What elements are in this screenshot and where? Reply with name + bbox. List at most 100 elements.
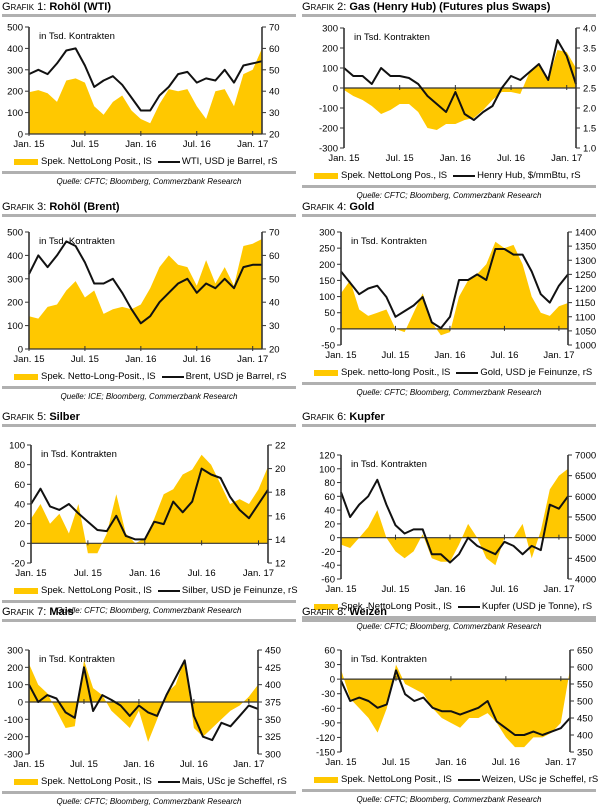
chart-panel-7: Grafik 7: Mais -300 -200 -100 0 100 200 300 300 325… <box>0 605 300 806</box>
left-tick-label: 300 <box>319 228 335 239</box>
source-note: Quelle: CFTC; Bloomberg, Commerzbank Res… <box>356 622 542 631</box>
left-tick-label: 150 <box>319 276 335 287</box>
legend-rule <box>302 789 596 792</box>
right-tick-label: 1.5 <box>583 124 596 135</box>
left-tick-label: -90 <box>321 718 335 729</box>
legend-area-swatch <box>14 373 38 380</box>
legend-rule <box>2 600 296 603</box>
left-tick-label: 100 <box>9 441 25 452</box>
title-rule <box>302 424 596 427</box>
x-tick-label: Jul. 16 <box>188 568 216 579</box>
chart-number: 7: <box>37 606 47 618</box>
legend-line-label: Gold, USD je Feinunze, rS <box>480 367 593 378</box>
chart-label-prefix: Grafik <box>2 1 35 13</box>
legend-area-swatch <box>14 158 38 165</box>
x-tick-label: Jul. 15 <box>70 759 98 770</box>
left-tick-label: -60 <box>321 575 335 586</box>
x-tick-label: Jan. 15 <box>325 350 356 361</box>
x-tick-label: Jul. 16 <box>497 153 525 164</box>
right-tick-label: 1200 <box>575 284 596 295</box>
source-note: Quelle: CFTC; Bloomberg, Commerzbank Res… <box>56 177 242 186</box>
left-tick-label: -60 <box>321 704 335 715</box>
right-tick-label: 600 <box>577 663 593 674</box>
chart-svg: -300 -200 -100 0 100 200 300 1.0 1.5 2.0 2.5 3.0 3.5… <box>319 24 596 165</box>
x-tick-label: Jan. 16 <box>434 350 465 361</box>
line-series-price <box>340 248 569 330</box>
line-series-price <box>340 478 569 564</box>
chart-name: Rohöl (WTI) <box>49 1 112 13</box>
x-tick-label: Jul. 16 <box>180 759 208 770</box>
legend-line-label: Weizen, USc je Scheffel, rS <box>481 774 599 785</box>
units-annotation: in Tsd. Kontrakten <box>39 654 115 665</box>
legend-area-swatch <box>314 603 338 610</box>
right-tick-label: 60 <box>269 251 280 262</box>
left-tick-label: 100 <box>7 680 23 691</box>
left-tick-label: -20 <box>11 559 25 570</box>
area-series-net-long <box>341 241 568 336</box>
left-tick-label: 0 <box>18 698 23 709</box>
left-tick-label: -20 <box>321 547 335 558</box>
right-tick-label: 400 <box>577 731 593 742</box>
legend-rule <box>302 185 596 188</box>
units-annotation: in Tsd. Kontrakten <box>351 459 427 470</box>
chart-number: 8: <box>337 606 347 618</box>
chart-name: Gold <box>349 201 375 213</box>
right-tick-label: 500 <box>577 697 593 708</box>
units-annotation: in Tsd. Kontrakten <box>41 449 117 460</box>
legend-area-label: Spek. NettoLong Pos., lS <box>341 170 448 181</box>
left-tick-label: 100 <box>7 321 23 332</box>
x-tick-label: Jul. 16 <box>183 139 211 150</box>
right-tick-label: 650 <box>577 646 593 657</box>
legend-rule <box>2 791 296 794</box>
chart-name: Gas (Henry Hub) (Futures plus Swaps) <box>349 1 551 13</box>
left-tick-label: 200 <box>7 663 23 674</box>
left-tick-label: 200 <box>319 260 335 271</box>
chart-panel-5: Grafik 5: Silber -20 0 20 40 60 80 100 12 14 16 18 20 2… <box>0 410 300 615</box>
left-tick-label: 100 <box>322 64 338 75</box>
x-tick-label: Jan. 15 <box>15 568 46 579</box>
x-tick-label: Jan. 17 <box>543 350 574 361</box>
units-annotation: in Tsd. Kontrakten <box>351 236 427 247</box>
right-tick-label: 1350 <box>575 242 596 253</box>
x-tick-label: Jan. 17 <box>543 584 574 595</box>
chart-svg: -20 0 20 40 60 80 100 12 14 16 18 20 22 Jan. 15 Jul. 1… <box>9 441 286 580</box>
x-tick-label: Jul. 15 <box>71 354 99 365</box>
right-tick-label: 60 <box>269 44 280 55</box>
x-tick-label: Jan. 16 <box>125 139 156 150</box>
right-tick-label: 6500 <box>575 471 596 482</box>
x-tick-label: Jan. 16 <box>123 759 154 770</box>
right-tick-label: 4000 <box>575 575 596 586</box>
legend-line-swatch <box>157 780 180 783</box>
left-tick-label: -150 <box>316 748 335 759</box>
legend-area-label: Spek. NettoLong Posit., lS <box>341 774 452 785</box>
right-tick-label: 1400 <box>575 228 596 239</box>
chart-name: Silber <box>49 411 80 423</box>
left-tick-label: 20 <box>324 519 335 530</box>
title-rule <box>302 619 596 622</box>
x-tick-label: Jan. 17 <box>237 354 268 365</box>
right-tick-label: 12 <box>275 559 286 570</box>
right-tick-label: 50 <box>269 274 280 285</box>
right-tick-label: 4.0 <box>583 24 596 35</box>
legend-rule <box>302 382 596 385</box>
left-tick-label: 200 <box>7 298 23 309</box>
legend: Spek. NettoLong Pos., lS Henry Hub, $/mmB… <box>314 170 581 181</box>
area-series-net-long <box>31 454 268 554</box>
area-series-net-long <box>29 48 262 134</box>
left-tick-label: 0 <box>333 84 338 95</box>
legend-area-label: Spek. NettoLong Posit., lS <box>41 776 152 787</box>
left-tick-label: 300 <box>7 274 23 285</box>
chart-number: 3: <box>37 201 47 213</box>
right-tick-label: 2.5 <box>583 84 596 95</box>
legend: Spek. netto-long Posit., lS Gold, USD je … <box>314 367 592 378</box>
chart-panel-2: Grafik 2: Gas (Henry Hub) (Futures plus Sw… <box>300 0 600 200</box>
right-tick-label: 70 <box>269 228 280 239</box>
x-tick-label: Jul. 16 <box>490 584 518 595</box>
x-tick-label: Jul. 15 <box>74 568 102 579</box>
legend: Spek. NettoLong Posit., lS Mais, USc je S… <box>14 776 287 787</box>
left-tick-label: 0 <box>18 345 23 356</box>
left-tick-label: 500 <box>7 23 23 34</box>
left-tick-label: 40 <box>324 506 335 517</box>
left-tick-label: -300 <box>319 144 338 155</box>
x-tick-label: Jan. 17 <box>243 568 274 579</box>
